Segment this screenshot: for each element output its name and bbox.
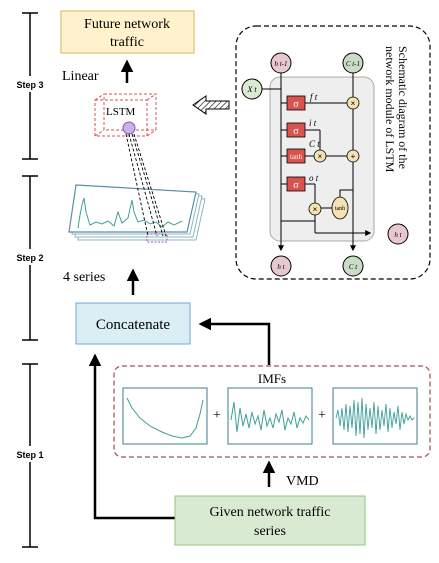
- arrow-imfs-to-concat: [198, 317, 271, 365]
- future-traffic-box: [60, 10, 195, 54]
- future-traffic-line1: Future network: [84, 17, 170, 32]
- sigma-label-o: σ: [293, 180, 299, 191]
- stacked-series: [68, 184, 206, 243]
- concatenate-box: [75, 302, 191, 345]
- lstm-label: LSTM: [106, 106, 136, 118]
- h-out-right-node: [387, 223, 409, 245]
- imfs-label: IMFs: [258, 371, 286, 386]
- add-cell-label: +: [351, 152, 356, 161]
- mult-output-label: ×: [313, 205, 318, 214]
- sigma-gate-i: [286, 122, 306, 138]
- imf2-wave: [230, 401, 310, 433]
- mult-forget: [346, 96, 360, 110]
- c-out-node: [342, 255, 364, 277]
- h-out-bottom-node: [270, 255, 292, 277]
- imf1-panel: [122, 387, 208, 445]
- h-out-right-label: h t: [394, 231, 402, 239]
- mult-output: [308, 202, 322, 216]
- c-prev-label: C t-1: [346, 60, 360, 68]
- sigma-label-i: σ: [293, 126, 299, 137]
- f-t-label: f t: [310, 92, 318, 102]
- sigma-label-f: σ: [293, 99, 299, 110]
- x-t-label: X t: [246, 85, 257, 94]
- linear-label: Linear: [62, 69, 99, 84]
- arrow-given-to-concat: [88, 353, 175, 520]
- imf2-panel: [227, 387, 313, 445]
- tanh-cell: [331, 196, 349, 220]
- vmd-label: VMD: [286, 474, 319, 489]
- imf3-wave: [335, 397, 415, 439]
- step2-label: Step 2: [16, 253, 43, 263]
- four-series-label: 4 series: [63, 270, 105, 285]
- plus-1: +: [213, 408, 221, 423]
- mult-input: [313, 149, 327, 163]
- mult-forget-label: ×: [351, 99, 356, 108]
- tanh-gate: [286, 148, 306, 164]
- step1-label: Step 1: [16, 450, 43, 460]
- given-traffic-line1: Given network traffic: [209, 505, 330, 520]
- h-prev-node: [270, 52, 292, 74]
- mult-input-label: ×: [318, 152, 323, 161]
- step2-bg: [8, 249, 52, 265]
- step-timeline: [22, 12, 38, 548]
- tanh-label-gate: tanh: [290, 153, 303, 161]
- c-prev-node: [342, 52, 364, 74]
- concatenate-label: Concatenate: [96, 317, 170, 333]
- tanh-label-cell: tanh: [335, 206, 345, 212]
- step3-label: Step 3: [16, 80, 43, 90]
- i-t-label: i t: [309, 118, 317, 128]
- schematic-title-line1: Schematic diagram of the: [396, 46, 410, 169]
- sigma-gate-o: [286, 176, 306, 192]
- lstm-cube: [94, 93, 157, 137]
- c-out-label: C t: [349, 263, 358, 271]
- schematic-title-line2: network module of LSTM: [383, 46, 397, 173]
- hatched-arrow: [192, 95, 230, 115]
- plus-2: +: [318, 408, 326, 423]
- sigma-gate-f: [286, 95, 306, 111]
- given-traffic-line2: series: [254, 524, 286, 539]
- add-cell: [346, 149, 360, 163]
- lstm-node: [122, 121, 136, 135]
- step1-bg: [8, 446, 52, 462]
- imf1-wave: [126, 397, 204, 439]
- h-prev-label: h t-1: [274, 60, 287, 68]
- step3-bg: [8, 76, 52, 92]
- schematic-panel: [235, 25, 431, 280]
- future-traffic-line2: traffic: [110, 35, 144, 50]
- o-t-label: o t: [309, 173, 319, 183]
- focus-lines: [125, 133, 167, 237]
- h-out-bottom-label: h t: [277, 263, 285, 271]
- x-t-node: [241, 78, 263, 100]
- given-traffic-box: [174, 495, 366, 546]
- c-tilde-label: C t: [309, 139, 320, 149]
